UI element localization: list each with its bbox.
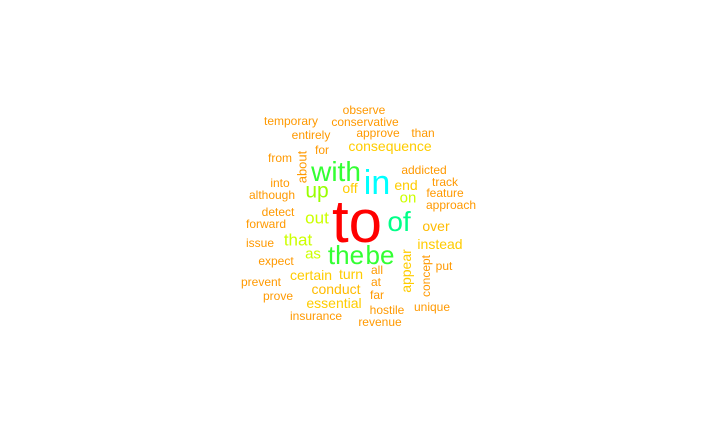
word-at: at — [370, 275, 382, 289]
word-be: be — [365, 240, 395, 270]
word-unique: unique — [413, 300, 451, 314]
word-the: the — [327, 240, 365, 270]
word-of: of — [387, 206, 411, 237]
word-consequence: consequence — [348, 138, 432, 154]
word-issue: issue — [245, 236, 275, 250]
word-certain: certain — [289, 267, 333, 283]
word-observe: observe — [342, 103, 386, 117]
word-out: out — [305, 208, 329, 228]
word-for: for — [314, 143, 330, 157]
word-into: into — [270, 176, 290, 190]
word-instead: instead — [417, 236, 463, 252]
word-with: with — [311, 156, 361, 187]
word-appear: appear — [398, 249, 414, 293]
word-conduct: conduct — [311, 281, 361, 297]
word-to: to — [331, 188, 383, 255]
word-turn: turn — [338, 266, 364, 282]
word-that: that — [283, 230, 313, 250]
word-from: from — [268, 151, 292, 165]
word-expect: expect — [258, 254, 294, 268]
word-about: about — [294, 150, 310, 184]
word-all: all — [370, 263, 384, 277]
word-conservative: conservative — [331, 115, 399, 129]
word-feature: feature — [426, 186, 464, 200]
word-concept: concept — [419, 254, 433, 298]
word-detect: detect — [261, 205, 295, 219]
word-up: up — [305, 179, 329, 203]
word-far: far — [369, 288, 385, 302]
word-approach: approach — [425, 198, 477, 212]
word-than: than — [411, 126, 435, 140]
word-track: track — [431, 175, 459, 189]
word-approve: approve — [356, 126, 400, 140]
word-in: in — [363, 164, 391, 202]
word-hostile: hostile — [369, 303, 405, 317]
word-entirely: entirely — [291, 128, 331, 142]
word-put: put — [435, 259, 453, 273]
word-addicted: addicted — [401, 163, 447, 177]
word-temporary: temporary — [263, 114, 319, 128]
word-as: as — [305, 245, 321, 263]
word-prove: prove — [262, 289, 294, 303]
word-insurance: insurance — [289, 309, 343, 323]
word-prevent: prevent — [240, 275, 282, 289]
word-although: although — [248, 188, 296, 202]
word-off: off — [342, 180, 358, 196]
word-on: on — [399, 189, 417, 207]
word-end: end — [394, 177, 418, 193]
word-essential: essential — [306, 295, 362, 311]
word-forward: forward — [245, 217, 287, 231]
word-revenue: revenue — [358, 315, 402, 329]
word-over: over — [422, 218, 450, 234]
